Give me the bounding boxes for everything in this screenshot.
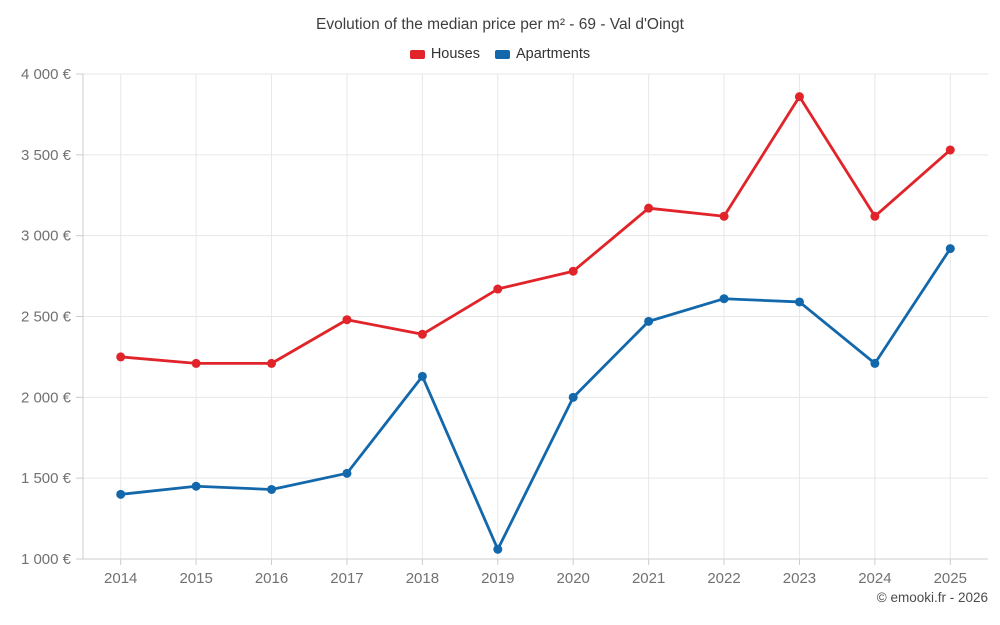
legend-item-apartments[interactable]: Apartments (495, 46, 590, 62)
houses-point-2020[interactable] (568, 266, 578, 276)
y-axis-label-3500: 3 500 € (21, 147, 72, 164)
apartments-point-2014[interactable] (116, 489, 126, 499)
apartments-point-2021[interactable] (644, 316, 654, 326)
houses-point-2022[interactable] (719, 211, 729, 221)
y-axis-label-2500: 2 500 € (21, 309, 72, 326)
houses-line (119, 95, 952, 365)
y-axis-label-3000: 3 000 € (21, 228, 72, 245)
y-axis-label-2000: 2 000 € (21, 389, 72, 406)
legend-item-houses[interactable]: Houses (409, 46, 480, 62)
apartments-point-2024[interactable] (870, 358, 880, 368)
houses-point-2025[interactable] (945, 145, 955, 155)
houses-point-2018[interactable] (417, 329, 427, 339)
houses-point-2017[interactable] (342, 315, 352, 325)
apartments-point-2016[interactable] (267, 484, 277, 494)
x-axis-label-2025: 2025 (934, 570, 967, 587)
y-axis-label-4000: 4 000 € (21, 66, 72, 83)
apartments-point-2023[interactable] (794, 297, 804, 307)
chart-legend: Houses Apartments (0, 46, 1000, 62)
apartments-point-2017[interactable] (342, 468, 352, 478)
x-axis-label-2021: 2021 (632, 570, 665, 587)
apartments-point-2022[interactable] (719, 294, 729, 304)
x-axis-label-2017: 2017 (330, 570, 363, 587)
houses-swatch-icon (409, 49, 425, 59)
apartments-point-2018[interactable] (417, 371, 427, 381)
x-axis-label-2020: 2020 (557, 570, 590, 587)
houses-point-2016[interactable] (267, 358, 277, 368)
x-axis-label-2015: 2015 (179, 570, 212, 587)
apartments-point-2019[interactable] (493, 544, 503, 554)
houses-point-2015[interactable] (191, 358, 201, 368)
x-axis-label-2018: 2018 (406, 570, 439, 587)
x-axis-label-2019: 2019 (481, 570, 514, 587)
houses-point-2024[interactable] (870, 211, 880, 221)
x-axis-label-2014: 2014 (104, 570, 137, 587)
legend-label-apartments: Apartments (516, 46, 591, 62)
houses-point-2014[interactable] (116, 352, 126, 362)
apartments-point-2015[interactable] (191, 481, 201, 491)
apartments-point-2020[interactable] (568, 392, 578, 402)
x-axis-label-2016: 2016 (255, 570, 288, 587)
houses-point-2023[interactable] (794, 92, 804, 102)
chart-title: Evolution of the median price per m² - 6… (316, 16, 684, 33)
x-axis-label-2024: 2024 (858, 570, 891, 587)
houses-point-2019[interactable] (493, 284, 503, 294)
apartments-point-2025[interactable] (945, 244, 955, 254)
legend-label-houses: Houses (430, 46, 480, 62)
x-axis-label-2023: 2023 (783, 570, 816, 587)
apartments-swatch-icon (495, 49, 510, 59)
apartments-line (119, 247, 952, 551)
y-axis-label-1500: 1 500 € (21, 470, 72, 487)
houses-point-2021[interactable] (644, 203, 654, 213)
copyright-watermark: © emooki.fr - 2026 (876, 590, 988, 605)
y-axis-label-1000: 1 000 € (21, 551, 72, 568)
x-axis-label-2022: 2022 (707, 570, 740, 587)
